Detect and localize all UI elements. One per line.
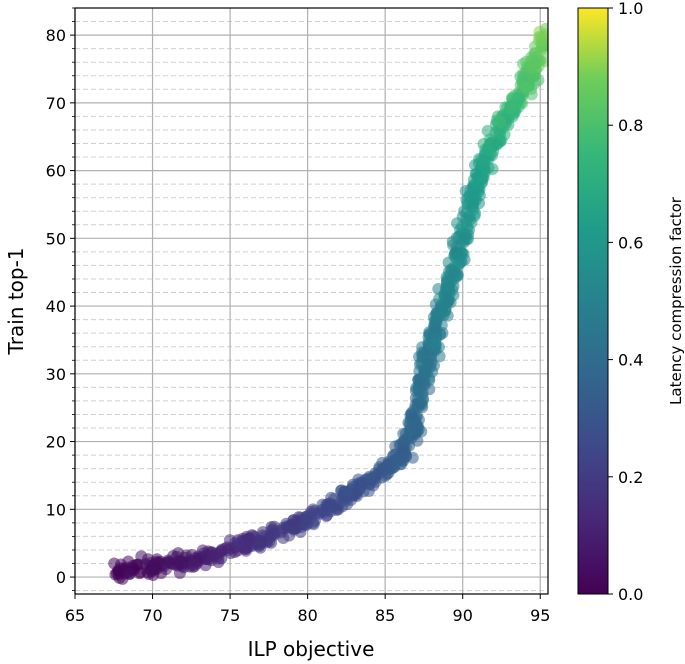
- y-tick-label: 50: [46, 229, 66, 248]
- colorbar-title: Latency compression factor: [667, 196, 685, 405]
- scatter-point: [411, 434, 424, 447]
- scatter-point: [467, 203, 480, 216]
- scatter-point: [382, 460, 395, 473]
- scatter-point: [533, 34, 545, 47]
- x-tick-label: 75: [220, 606, 240, 625]
- scatter-point: [171, 559, 184, 572]
- scatter-point: [549, 37, 561, 49]
- colorbar-tick-label: 0.8: [618, 116, 643, 135]
- scatter-point: [433, 292, 446, 305]
- x-tick-label: 70: [142, 606, 162, 625]
- colorbar: [577, 7, 609, 595]
- scatter-point: [460, 216, 473, 229]
- scatter-point: [445, 264, 458, 277]
- y-axis-ticks: 0 10 20 30 40 50 60 70 80: [46, 7, 75, 592]
- scatter-point: [481, 144, 494, 157]
- scatter-point: [469, 167, 482, 180]
- scatter-point: [475, 153, 488, 166]
- scatter-point: [363, 470, 376, 483]
- scatter-point: [433, 350, 446, 363]
- scatter-point: [229, 536, 242, 549]
- scatter-point: [525, 61, 538, 74]
- scatter-point: [512, 92, 525, 105]
- scatter-point: [325, 491, 338, 504]
- scatter-point: [335, 484, 348, 497]
- scatter-point: [531, 50, 544, 63]
- x-tick-label: 85: [375, 606, 395, 625]
- y-axis-title: Train top-1: [4, 247, 28, 355]
- scatter-point: [450, 246, 463, 259]
- scatter-point: [494, 115, 507, 128]
- scatter-point: [493, 127, 506, 140]
- scatter-point: [441, 280, 454, 293]
- scatter-point: [147, 564, 159, 577]
- y-tick-label: 30: [46, 365, 66, 384]
- scatter-point: [341, 498, 354, 510]
- y-tick-label: 70: [46, 94, 66, 113]
- scatter-point: [317, 506, 330, 519]
- scatter-point: [413, 373, 426, 386]
- scatter-point: [397, 427, 410, 440]
- y-tick-label: 10: [46, 500, 66, 519]
- colorbar-tick-label: 0.0: [618, 585, 643, 604]
- y-tick-label: 0: [56, 568, 66, 587]
- y-tick-label: 60: [46, 162, 66, 181]
- colorbar-tick-label: 0.2: [618, 468, 643, 487]
- plot-frame: [74, 7, 549, 595]
- y-tick-label: 40: [46, 297, 66, 316]
- minor-gridlines: [75, 7, 548, 592]
- x-tick-label: 80: [297, 606, 317, 625]
- scatter-point: [135, 550, 148, 563]
- x-tick-label: 95: [530, 606, 550, 625]
- colorbar-tick-label: 0.6: [618, 233, 643, 252]
- colorbar-tick-label: 0.4: [618, 351, 643, 370]
- x-tick-label: 65: [65, 606, 85, 625]
- scatter-point: [520, 81, 532, 94]
- scatter-point: [405, 408, 418, 420]
- y-tick-label: 80: [46, 26, 66, 45]
- y-tick-label: 20: [46, 433, 66, 452]
- x-axis-title: ILP objective: [248, 637, 375, 661]
- scatter-point: [458, 232, 471, 245]
- scatter-point: [267, 527, 279, 540]
- scatter-point: [205, 554, 218, 567]
- scatter-point: [491, 138, 503, 151]
- scatter-point: [416, 358, 429, 371]
- scatter-point: [123, 567, 136, 580]
- x-tick-label: 90: [453, 606, 473, 625]
- scatter-point: [187, 558, 200, 571]
- data-points: [108, 22, 561, 585]
- scatter-point: [150, 553, 163, 566]
- scatter-point: [134, 566, 147, 579]
- colorbar-ticks: 0.0 0.2 0.4 0.6 0.8 1.0: [608, 0, 643, 604]
- scatter-point: [539, 22, 548, 35]
- scatter-point: [396, 452, 409, 465]
- colorbar-tick-label: 1.0: [618, 0, 643, 18]
- scatter-point: [290, 522, 303, 534]
- scatter-point: [256, 526, 269, 539]
- scatter-point: [471, 181, 484, 194]
- scatter-point: [429, 322, 442, 335]
- scatter-point: [439, 304, 451, 317]
- x-axis-ticks: 65 70 75 80 85 90 95: [65, 594, 550, 625]
- scatter-point: [253, 540, 265, 553]
- scatter-point: [410, 422, 422, 435]
- scatter-point: [240, 530, 253, 543]
- scatter-point: [307, 516, 320, 529]
- scatter-point: [429, 337, 442, 350]
